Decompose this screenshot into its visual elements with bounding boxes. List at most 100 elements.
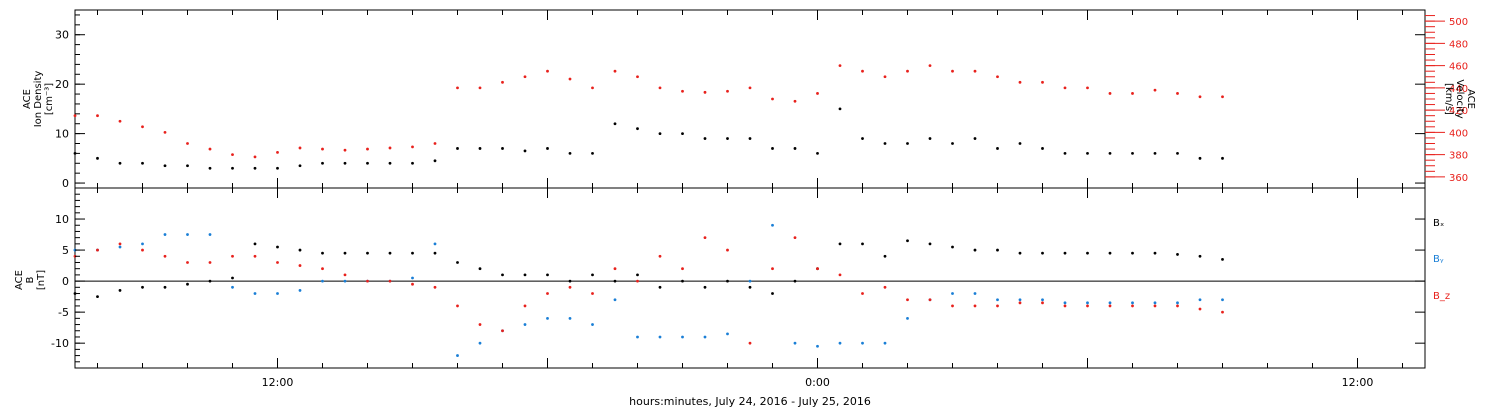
velocity-point (163, 130, 167, 134)
bz-point (748, 341, 752, 345)
bz-point (163, 254, 167, 258)
field-label-line1: ACE (14, 270, 25, 290)
density-tick-label: 30 (55, 29, 69, 42)
bz-point (726, 248, 729, 252)
ion-density-point (118, 161, 122, 165)
velocity-point (253, 155, 257, 159)
bx-point (208, 279, 212, 283)
by-point (748, 279, 752, 283)
bx-point (771, 292, 774, 295)
field-tick-label: 5 (62, 244, 69, 257)
bx-point (681, 279, 684, 283)
bx-point (568, 279, 572, 283)
velocity-point (816, 92, 819, 95)
by-point (186, 233, 189, 236)
velocity-label-line1: ACE (1465, 89, 1476, 109)
velocity-point (996, 75, 999, 79)
ion-density-point (1221, 156, 1224, 160)
ion-density-point (658, 132, 662, 136)
velocity-point (771, 97, 774, 101)
by-point (1063, 301, 1067, 305)
velocity-point (546, 69, 549, 73)
ion-density-point (523, 149, 527, 153)
velocity-point (793, 99, 797, 103)
bz-point (388, 279, 392, 283)
field-axis-label: ACE B [nT] (14, 270, 47, 290)
velocity-tick-label: 440 (1449, 84, 1468, 95)
bz-point (411, 282, 414, 286)
bz-point (973, 304, 977, 308)
ion-density-point (793, 147, 797, 150)
velocity-point (748, 86, 752, 90)
bx-point (546, 273, 549, 277)
ion-density-velocity-panel: 0 10 20 30 360 380 400 420 440 460 480 500 ACE Ion… (22, 9, 1476, 190)
bx-point (996, 248, 999, 252)
by-point (478, 341, 482, 345)
velocity-tick-label: 380 (1449, 151, 1468, 162)
by-point (1041, 298, 1044, 302)
by-point (1018, 298, 1022, 302)
ion-density-point (231, 166, 234, 170)
by-point (208, 233, 212, 236)
ion-density-point (928, 137, 932, 140)
velocity-tick-label: 480 (1449, 39, 1468, 50)
bx-point (951, 245, 954, 249)
density-label-line1: ACE (22, 89, 33, 109)
bz-point (928, 298, 932, 302)
bz-point (1018, 301, 1022, 305)
by-point (1176, 301, 1179, 305)
bx-point (1018, 251, 1022, 255)
by-point (411, 276, 414, 280)
field-tick-label: -10 (51, 337, 69, 350)
bz-point (681, 267, 684, 271)
by-point (546, 316, 549, 320)
ion-density-point (996, 147, 999, 150)
ion-density-point (298, 164, 302, 168)
bz-point (1108, 304, 1112, 308)
velocity-point (1153, 88, 1157, 92)
field-tick-label: 0 (62, 275, 69, 288)
density-tick-label: 0 (62, 177, 69, 190)
ion-density-point (456, 147, 459, 150)
ion-density-point (748, 137, 752, 140)
bx-point (321, 251, 324, 255)
bz-point (861, 292, 864, 295)
field-tick-label: -5 (58, 306, 69, 319)
bz-point (141, 248, 144, 252)
bx-point (1198, 254, 1202, 258)
ion-density-point (433, 159, 437, 163)
ion-density-point (1086, 151, 1089, 155)
bottom-panel-frame (74, 187, 1426, 369)
bz-point (321, 267, 324, 271)
velocity-label-line2: Velocity (1454, 79, 1465, 118)
bz-point (523, 304, 527, 308)
bx-point (96, 295, 99, 299)
field-label-line2: B (25, 276, 36, 283)
velocity-point (366, 147, 369, 151)
bx-point (141, 285, 144, 289)
time-tick-label: 12:00 (1342, 376, 1374, 389)
bz-point (546, 292, 549, 295)
bx-point (883, 254, 887, 258)
time-axis-label: hours:minutes, July 24, 2016 - July 25, … (629, 395, 871, 408)
bx-point (1131, 251, 1134, 255)
ion-density-point (951, 142, 954, 145)
bz-point (231, 254, 234, 258)
ion-density-point (343, 161, 347, 165)
bz-point (1198, 307, 1202, 311)
bz-point (1153, 304, 1157, 308)
velocity-point (73, 114, 77, 118)
velocity-tick-label: 420 (1449, 106, 1468, 117)
velocity-point (118, 119, 122, 123)
magnetic-field-panel: -10 -5 0 5 10 ACE B [nT] Bₓ Bᵧ B_z (14, 187, 1450, 369)
density-axis-label: ACE Ion Density [cm⁻³] (22, 71, 55, 128)
ion-density-point (253, 166, 257, 170)
velocity-point (208, 147, 212, 151)
time-axis: 12:00 0:00 12:00 (97, 10, 1403, 389)
bz-point (253, 254, 257, 258)
bx-point (591, 273, 594, 277)
by-point (658, 335, 662, 339)
by-point (1153, 301, 1157, 305)
bz-point (613, 267, 617, 271)
bx-point (276, 245, 279, 249)
